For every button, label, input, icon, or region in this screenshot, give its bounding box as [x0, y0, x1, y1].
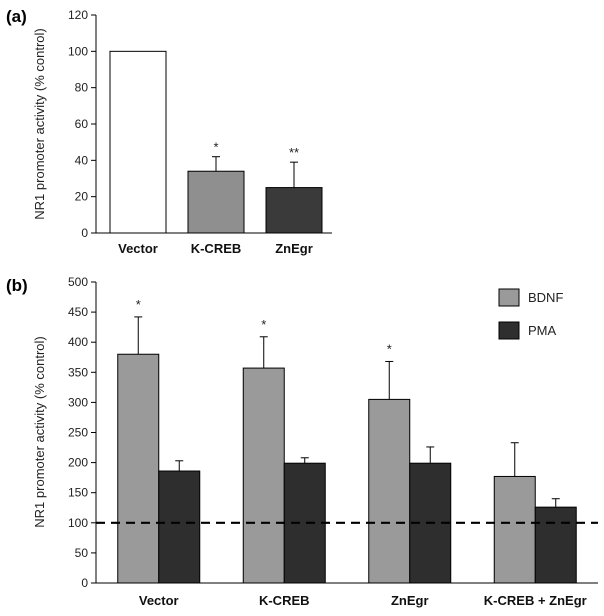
y-tick-label: 60: [75, 117, 89, 131]
y-tick-label: 20: [75, 190, 89, 204]
y-tick-label: 0: [81, 226, 88, 240]
y-tick-label: 80: [75, 81, 89, 95]
x-category-label: K-CREB: [191, 241, 242, 256]
bar-bdnf-k-creb: [242, 367, 285, 584]
bar-vector: [109, 50, 167, 234]
y-tick-label: 450: [68, 305, 88, 319]
y-tick-label: 250: [68, 426, 88, 440]
bar-znegr: [265, 187, 323, 234]
y-tick-label: 50: [75, 546, 89, 560]
bar-pma-vector: [158, 470, 201, 584]
y-tick-label: 150: [68, 486, 88, 500]
y-tick-label: 200: [68, 456, 88, 470]
x-category-label: Vector: [118, 241, 158, 256]
y-tick-label: 350: [68, 365, 88, 379]
x-category-label: ZnEgr: [391, 593, 429, 608]
legend-label-bdnf: BDNF: [528, 290, 563, 305]
y-tick-label: 100: [68, 516, 88, 530]
x-category-label: Vector: [139, 593, 179, 608]
significance-marker: *: [136, 297, 141, 312]
bar-k-creb: [187, 170, 245, 234]
x-category-label: K-CREB + ZnEgr: [484, 593, 587, 608]
panel-b-label: (b): [6, 276, 28, 295]
bar-pma-k-creb-znegr: [534, 506, 577, 584]
y-tick-label: 400: [68, 335, 88, 349]
y-tick-label: 500: [68, 275, 88, 289]
y-tick-label: 120: [68, 8, 88, 22]
panel-b: (b) NR1 promoter activity (% control) 0 5…: [6, 275, 598, 608]
panel-a: (a) NR1 promoter activity (% control) 0 2…: [6, 7, 332, 256]
panel-a-y-axis-label: NR1 promoter activity (% control): [32, 28, 47, 219]
bar-bdnf-k-creb-znegr: [493, 475, 536, 584]
significance-marker: *: [213, 140, 218, 155]
y-tick-label: 0: [81, 576, 88, 590]
bar-bdnf-znegr: [368, 398, 411, 584]
y-tick-label: 40: [75, 153, 89, 167]
panel-a-label: (a): [6, 7, 27, 26]
y-tick-label: 100: [68, 44, 88, 58]
significance-marker: *: [261, 317, 266, 332]
panel-b-y-axis-label: NR1 promoter activity (% control): [32, 336, 47, 527]
bar-bdnf-vector: [117, 353, 160, 584]
y-tick-label: 300: [68, 395, 88, 409]
legend-label-pma: PMA: [528, 323, 557, 338]
x-category-label: ZnEgr: [275, 241, 313, 256]
significance-marker: **: [289, 145, 299, 160]
legend-swatch-bdnf: [498, 288, 520, 307]
x-category-label: K-CREB: [259, 593, 310, 608]
legend-swatch-pma: [498, 321, 520, 340]
bar-pma-k-creb: [283, 462, 326, 584]
significance-marker: *: [387, 341, 392, 356]
